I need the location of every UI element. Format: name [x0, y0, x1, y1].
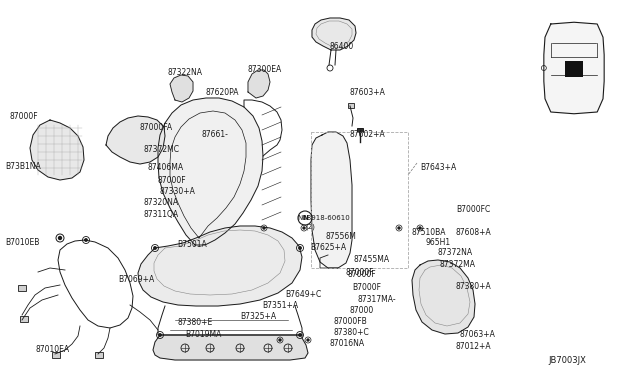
Text: 87311QA: 87311QA: [143, 210, 178, 219]
Text: B7010EB: B7010EB: [5, 238, 40, 247]
Polygon shape: [138, 226, 302, 306]
Text: B7000F: B7000F: [352, 283, 381, 292]
Bar: [95, 352, 103, 358]
Polygon shape: [544, 22, 604, 114]
Text: 87000: 87000: [350, 306, 374, 315]
Text: 87380+A: 87380+A: [456, 282, 492, 291]
Text: 87016NA: 87016NA: [330, 339, 365, 348]
Text: B7019MA: B7019MA: [185, 330, 221, 339]
Text: N: N: [302, 215, 308, 221]
Text: 87608+A: 87608+A: [455, 228, 491, 237]
Polygon shape: [248, 70, 270, 98]
Text: 87300EA: 87300EA: [248, 65, 282, 74]
Text: 87322NA: 87322NA: [167, 68, 202, 77]
Bar: [18, 285, 26, 291]
Circle shape: [299, 334, 301, 336]
Text: 87320NA: 87320NA: [143, 198, 178, 207]
Polygon shape: [153, 335, 308, 360]
Circle shape: [58, 237, 61, 240]
Text: 87000F: 87000F: [348, 270, 376, 279]
Polygon shape: [311, 132, 352, 268]
Text: 87603+A: 87603+A: [350, 88, 386, 97]
Text: 87000FA: 87000FA: [140, 123, 173, 132]
Text: 87380+C: 87380+C: [334, 328, 370, 337]
Text: 87330+A: 87330+A: [160, 187, 196, 196]
Circle shape: [154, 247, 156, 249]
Circle shape: [279, 339, 281, 341]
Text: 87063+A: 87063+A: [460, 330, 496, 339]
Text: (2): (2): [305, 224, 315, 231]
Circle shape: [159, 334, 161, 336]
Bar: [52, 352, 60, 358]
Text: 87556M: 87556M: [326, 232, 357, 241]
Text: 87372MA: 87372MA: [440, 260, 476, 269]
Text: 87602+A: 87602+A: [350, 130, 386, 139]
Text: 87510BA: 87510BA: [412, 228, 447, 237]
Text: B7501A: B7501A: [177, 240, 207, 249]
Text: 87620PA: 87620PA: [205, 88, 239, 97]
Text: B73B1NA: B73B1NA: [5, 162, 41, 171]
Circle shape: [303, 227, 305, 229]
Circle shape: [84, 239, 87, 241]
Circle shape: [307, 339, 309, 341]
Text: 86400: 86400: [330, 42, 355, 51]
Text: B7351+A: B7351+A: [262, 301, 298, 310]
Bar: [357, 128, 363, 132]
Text: B7649+C: B7649+C: [285, 290, 321, 299]
Bar: [565, 61, 582, 77]
Text: 87010EA: 87010EA: [35, 345, 69, 354]
Text: 87000F: 87000F: [10, 112, 38, 121]
Circle shape: [263, 227, 265, 229]
Polygon shape: [30, 120, 84, 180]
Text: 87317MA-: 87317MA-: [358, 295, 397, 304]
Polygon shape: [312, 18, 356, 50]
Text: 87406MA: 87406MA: [148, 163, 184, 172]
Polygon shape: [106, 116, 165, 164]
Polygon shape: [158, 98, 263, 245]
Text: 87372MC: 87372MC: [143, 145, 179, 154]
Text: 87455MA: 87455MA: [353, 255, 389, 264]
Text: 87380+E: 87380+E: [178, 318, 213, 327]
Bar: [348, 103, 354, 108]
Text: B7325+A: B7325+A: [240, 312, 276, 321]
Text: B7069+A: B7069+A: [118, 275, 154, 284]
Text: B7643+A: B7643+A: [420, 163, 456, 172]
Text: 87372NA: 87372NA: [438, 248, 473, 257]
Bar: [20, 316, 28, 322]
Text: 87000F: 87000F: [157, 176, 186, 185]
Text: JB7003JX: JB7003JX: [548, 356, 586, 365]
Text: B7000FC: B7000FC: [456, 205, 490, 214]
Text: N08918-60610: N08918-60610: [297, 215, 349, 221]
Circle shape: [419, 227, 421, 229]
Text: 87661-: 87661-: [202, 130, 229, 139]
Text: 87000F: 87000F: [346, 268, 374, 277]
Text: 965H1: 965H1: [426, 238, 451, 247]
Text: B7625+A: B7625+A: [310, 243, 346, 252]
Text: 87000FB: 87000FB: [334, 317, 368, 326]
Circle shape: [299, 247, 301, 249]
Polygon shape: [412, 260, 475, 334]
Circle shape: [398, 227, 400, 229]
Polygon shape: [170, 75, 193, 102]
Text: 87012+A: 87012+A: [456, 342, 492, 351]
